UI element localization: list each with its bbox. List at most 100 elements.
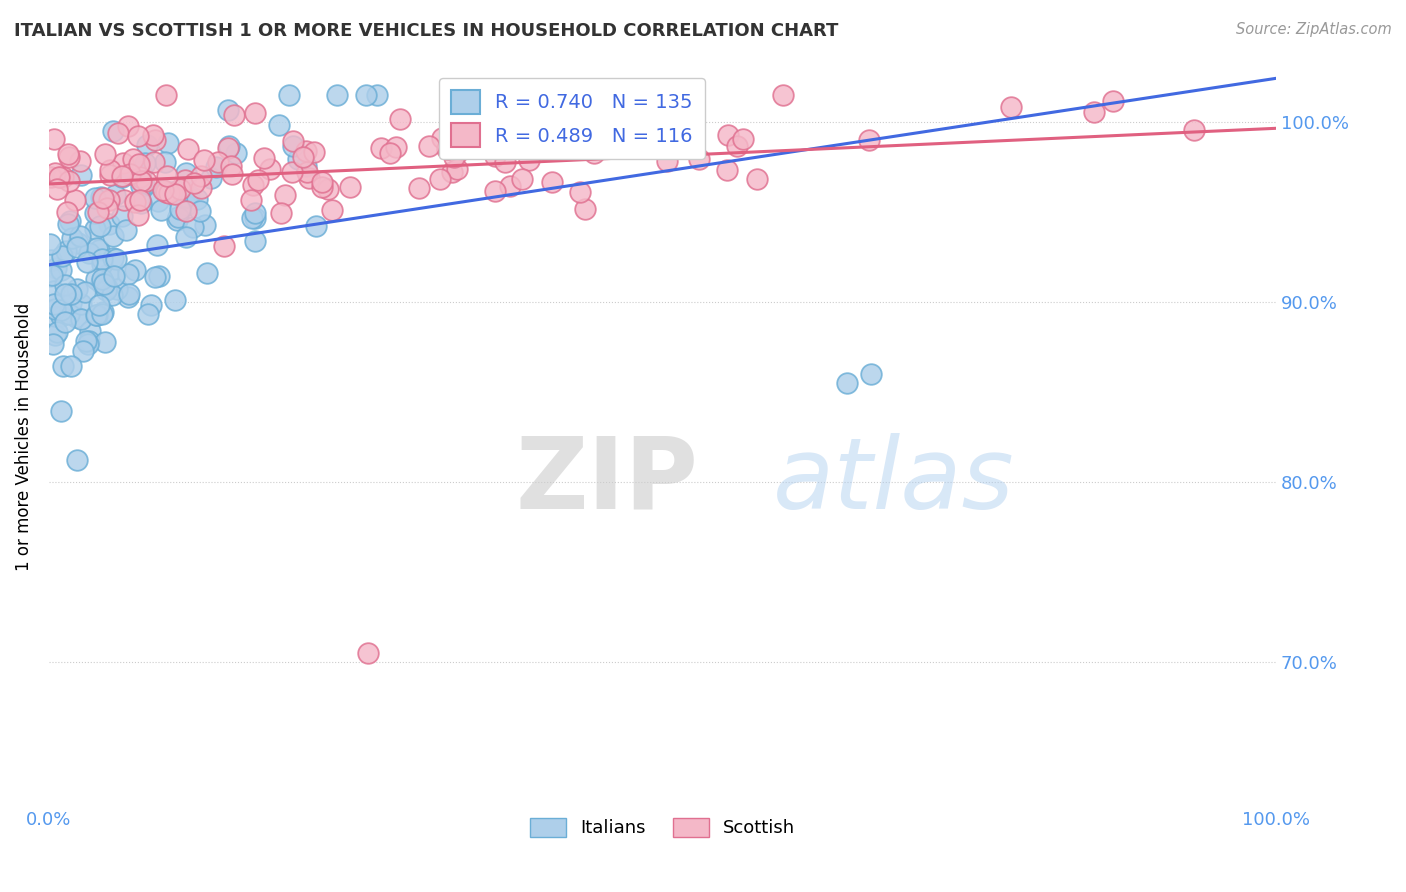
Point: [41, 170, 63, 185]
Point: [112, 194, 135, 208]
Point: [499, 179, 522, 194]
Point: [167, 184, 190, 198]
Point: [69, 229, 91, 244]
Point: [127, 129, 149, 144]
Point: [44, 166, 66, 180]
Point: [117, 119, 139, 133]
Point: [441, 165, 464, 179]
Point: [104, 188, 127, 202]
Point: [84, 272, 107, 286]
Point: [155, 88, 177, 103]
Point: [76, 254, 98, 268]
Point: [129, 193, 152, 207]
Point: [195, 267, 218, 281]
Point: [176, 190, 198, 204]
Point: [49, 169, 72, 184]
Point: [155, 185, 177, 199]
Point: [283, 139, 305, 153]
Point: [65, 193, 87, 207]
Point: [127, 208, 149, 222]
Point: [87, 204, 110, 219]
Point: [388, 112, 411, 126]
Point: [688, 152, 710, 166]
Point: [181, 220, 204, 235]
Point: [86, 308, 108, 322]
Point: [298, 170, 321, 185]
Point: [541, 175, 564, 189]
Point: [96, 281, 118, 295]
Point: [39, 253, 62, 268]
Point: [494, 155, 516, 169]
Point: [339, 180, 361, 194]
Point: [93, 277, 115, 292]
Point: [166, 213, 188, 227]
Point: [83, 221, 105, 235]
Point: [224, 108, 246, 122]
Text: ITALIAN VS SCOTTISH 1 OR MORE VEHICLES IN HOUSEHOLD CORRELATION CHART: ITALIAN VS SCOTTISH 1 OR MORE VEHICLES I…: [14, 22, 838, 40]
Point: [84, 308, 107, 322]
Point: [429, 172, 451, 186]
Point: [582, 145, 605, 160]
Point: [436, 142, 458, 156]
Point: [142, 155, 165, 169]
Point: [716, 163, 738, 178]
Point: [44, 309, 66, 323]
Point: [131, 195, 153, 210]
Point: [205, 161, 228, 175]
Point: [143, 133, 166, 147]
Point: [169, 182, 191, 196]
Point: [186, 192, 208, 206]
Point: [39, 237, 62, 252]
Point: [87, 298, 110, 312]
Point: [174, 229, 197, 244]
Point: [207, 154, 229, 169]
Point: [1182, 123, 1205, 137]
Point: [42, 284, 65, 298]
Point: [432, 131, 454, 145]
Point: [117, 290, 139, 304]
Text: Source: ZipAtlas.com: Source: ZipAtlas.com: [1236, 22, 1392, 37]
Point: [104, 252, 127, 267]
Point: [132, 178, 155, 192]
Point: [124, 262, 146, 277]
Point: [242, 178, 264, 192]
Point: [103, 268, 125, 283]
Point: [66, 240, 89, 254]
Point: [281, 134, 304, 148]
Point: [484, 184, 506, 198]
Point: [193, 153, 215, 168]
Point: [385, 140, 408, 154]
Point: [52, 169, 75, 184]
Point: [281, 165, 304, 179]
Point: [446, 145, 468, 160]
Point: [122, 153, 145, 167]
Point: [101, 124, 124, 138]
Point: [110, 169, 132, 183]
Point: [45, 261, 67, 276]
Point: [240, 193, 263, 207]
Point: [148, 268, 170, 283]
Point: [107, 126, 129, 140]
Point: [243, 211, 266, 226]
Point: [190, 169, 212, 184]
Point: [219, 159, 242, 173]
Point: [217, 141, 239, 155]
Point: [97, 217, 120, 231]
Point: [87, 243, 110, 257]
Text: atlas: atlas: [773, 433, 1015, 530]
Point: [214, 239, 236, 253]
Point: [655, 154, 678, 169]
Point: [157, 136, 180, 150]
Point: [169, 202, 191, 216]
Point: [295, 159, 318, 173]
Point: [51, 403, 73, 417]
Point: [77, 246, 100, 260]
Point: [174, 173, 197, 187]
Point: [41, 337, 63, 351]
Point: [51, 310, 73, 324]
Point: [69, 153, 91, 168]
Point: [174, 204, 197, 219]
Point: [177, 187, 200, 202]
Point: [93, 276, 115, 290]
Point: [131, 178, 153, 193]
